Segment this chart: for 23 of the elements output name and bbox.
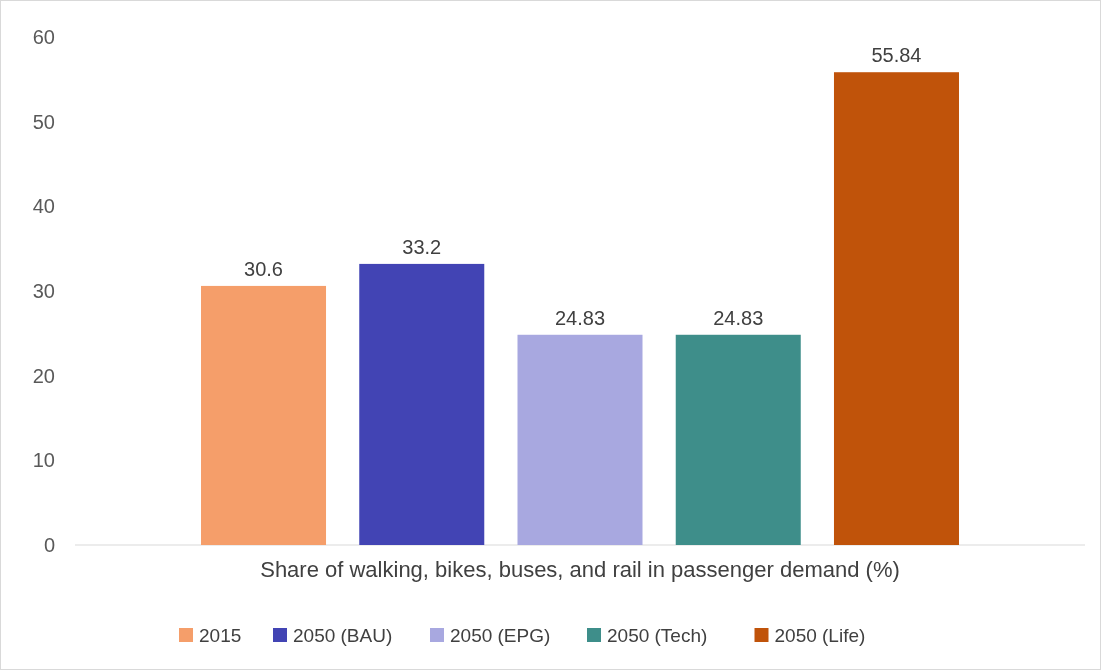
y-tick-label: 60: [32, 26, 55, 48]
y-tick-label: 40: [32, 195, 55, 218]
data-label: 24.83: [713, 306, 764, 329]
y-tick-label: 30: [32, 280, 55, 302]
legend-label: 2050 (Life): [774, 624, 866, 646]
y-tick-label: 0: [43, 534, 55, 556]
data-label: 33.2: [402, 235, 442, 258]
bar: [359, 263, 485, 545]
bar: [833, 72, 959, 545]
y-tick-label: 50: [32, 110, 55, 133]
bar: [201, 285, 327, 545]
legend-label: 2050 (Tech): [607, 624, 708, 646]
y-tick-label: 20: [32, 364, 55, 387]
y-tick-label: 10: [32, 449, 55, 472]
x-tick-label: Share of walking, bikes, buses, and rail in passenger demand (%): [260, 557, 900, 582]
data-label: 55.84: [871, 44, 922, 67]
data-label: 30.6: [244, 257, 283, 280]
bar: [675, 334, 801, 545]
bar: [517, 334, 643, 545]
legend-label: 2015: [199, 624, 242, 646]
legend-label: 2050 (EPG): [450, 624, 551, 646]
legend-label: 2050 (BAU): [293, 624, 393, 646]
data-label: 24.83: [554, 306, 606, 329]
